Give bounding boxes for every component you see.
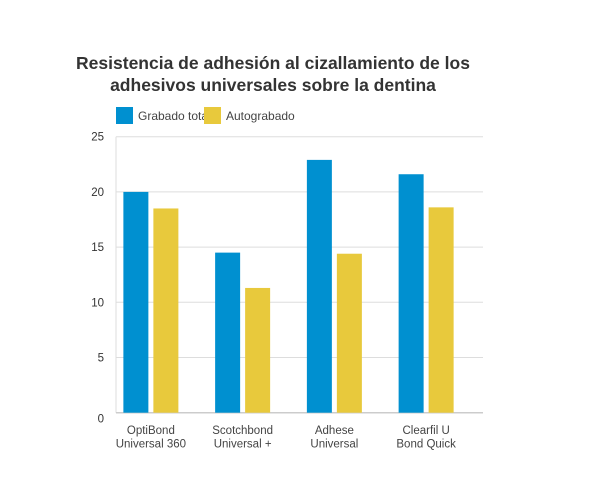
legend-swatch bbox=[204, 107, 221, 124]
x-tick-label: Universal + bbox=[214, 439, 272, 451]
bar-grabado-total bbox=[123, 191, 149, 413]
title-line: adhesivos universales sobre la dentina bbox=[110, 75, 436, 95]
x-tick-label: Universal 360 bbox=[116, 439, 186, 451]
y-tick-label: 20 bbox=[91, 187, 104, 199]
x-tick-label: OptiBond bbox=[127, 425, 175, 437]
bar-grabado-total bbox=[306, 159, 332, 413]
y-tick-label: 0 bbox=[98, 414, 104, 426]
y-tick-label: 10 bbox=[91, 297, 104, 309]
legend-label: Grabado total bbox=[138, 108, 211, 123]
legend-swatch bbox=[116, 107, 133, 124]
bar-autograbado bbox=[153, 208, 179, 413]
legend-label: Autograbado bbox=[226, 108, 295, 123]
chart-title: Resistencia de adhesión al cizallamiento… bbox=[0, 52, 546, 96]
x-tick-label: Clearfil U bbox=[402, 425, 449, 437]
bar-autograbado bbox=[245, 287, 271, 413]
legend-item-autograbado: Autograbado bbox=[204, 107, 295, 124]
y-tick-label: 25 bbox=[91, 132, 104, 144]
bar-autograbado bbox=[428, 207, 454, 413]
legend-item-grabado-total: Grabado total bbox=[116, 107, 211, 124]
x-tick-label: Scotchbond bbox=[212, 425, 273, 437]
bar-grabado-total bbox=[215, 252, 241, 413]
y-tick-label: 15 bbox=[91, 242, 104, 254]
bar-grabado-total bbox=[398, 174, 424, 413]
x-tick-label: Bond Quick bbox=[396, 439, 456, 451]
y-tick-label: 5 bbox=[98, 353, 104, 365]
bar-autograbado bbox=[336, 253, 362, 413]
x-tick-label: Adhese bbox=[315, 425, 354, 437]
title-line: Resistencia de adhesión al cizallamiento… bbox=[76, 53, 470, 73]
x-tick-label: Universal bbox=[310, 439, 358, 451]
